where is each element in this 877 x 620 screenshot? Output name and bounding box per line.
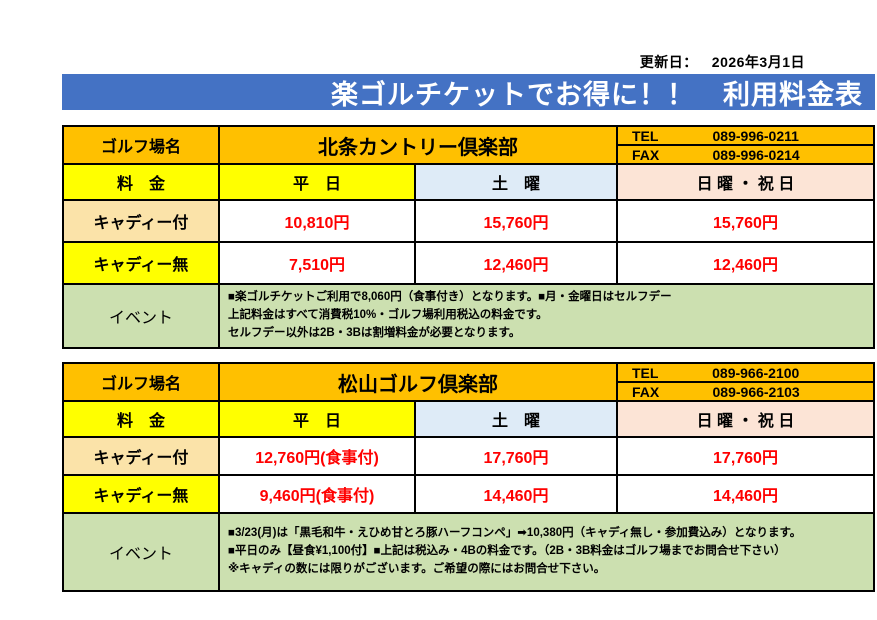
price-table-hojo: ゴルフ場名 北条カントリー倶楽部 TEL 089-996-0211 FAX 08… — [62, 125, 875, 349]
tel-number: 089-996-0211 — [712, 127, 799, 144]
price-saturday-caddy: 17,760円 — [416, 438, 616, 474]
price-weekday-nocaddy: 7,510円 — [220, 243, 414, 283]
fax-number: 089-966-2103 — [712, 383, 800, 400]
update-date-value: 2026年3月1日 — [711, 54, 805, 70]
price-sunday-caddy: 15,760円 — [618, 201, 873, 241]
fee-header: 料 金 — [64, 165, 218, 199]
saturday-header: 土 曜 — [416, 165, 616, 199]
fax-row: FAX 089-996-0214 — [618, 146, 873, 163]
fee-header: 料 金 — [64, 402, 218, 436]
tel-row: TEL 089-966-2100 — [618, 364, 873, 381]
saturday-header: 土 曜 — [416, 402, 616, 436]
event-note-line: ■楽ゴルチケットご利用で8,060円（食事付き）となります。■月・金曜日はセルフ… — [228, 291, 672, 304]
fax-row: FAX 089-966-2103 — [618, 383, 873, 400]
price-weekday-caddy: 10,810円 — [220, 201, 414, 241]
event-notes: ■3/23(月)は「黒毛和牛・えひめ甘とろ豚ハーフコンペ」➡10,380円（キャ… — [220, 514, 873, 590]
event-note-line: セルフデー以外は2B・3Bは割増料金が必要となります。 — [228, 326, 521, 339]
course-name: 松山ゴルフ倶楽部 — [220, 364, 616, 400]
course-name-label: ゴルフ場名 — [64, 127, 218, 163]
price-sunday-caddy: 17,760円 — [618, 438, 873, 474]
price-weekday-caddy: 12,760円(食事付) — [220, 438, 414, 474]
event-note-line: ■3/23(月)は「黒毛和牛・えひめ甘とろ豚ハーフコンペ」➡10,380円（キャ… — [228, 527, 802, 540]
tel-label: TEL — [632, 364, 659, 381]
price-sunday-nocaddy: 12,460円 — [618, 243, 873, 283]
fax-label: FAX — [632, 383, 660, 400]
tel-label: TEL — [632, 127, 659, 144]
sunday-holiday-header: 日 曜 ・ 祝 日 — [618, 165, 873, 199]
tel-row: TEL 089-996-0211 — [618, 127, 873, 144]
event-note-line: ※キャディの数には限りがございます。ご希望の際にはお問合せ下さい。 — [228, 562, 606, 575]
price-saturday-caddy: 15,760円 — [416, 201, 616, 241]
sunday-holiday-header: 日 曜 ・ 祝 日 — [618, 402, 873, 436]
fax-label: FAX — [632, 146, 660, 163]
no-caddy-row-label: キャディー無 — [64, 243, 218, 283]
event-notes: ■楽ゴルチケットご利用で8,060円（食事付き）となります。■月・金曜日はセルフ… — [220, 285, 873, 347]
event-label: イベント — [64, 514, 218, 590]
price-table-matsuyama: ゴルフ場名 松山ゴルフ倶楽部 TEL 089-966-2100 FAX 089-… — [62, 362, 875, 592]
update-date-label: 更新日： — [639, 54, 698, 70]
caddy-row-label: キャディー付 — [64, 438, 218, 474]
fax-number: 089-996-0214 — [712, 146, 800, 163]
page-title-banner: 楽ゴルチケットでお得に！！ 利用料金表 — [62, 74, 875, 110]
event-note-line: 上記料金はすべて消費税10%・ゴルフ場利用税込の料金です。 — [228, 309, 548, 322]
weekday-header: 平 日 — [220, 402, 414, 436]
course-name-label: ゴルフ場名 — [64, 364, 218, 400]
price-saturday-nocaddy: 12,460円 — [416, 243, 616, 283]
price-sunday-nocaddy: 14,460円 — [618, 476, 873, 512]
price-weekday-nocaddy: 9,460円(食事付) — [220, 476, 414, 512]
price-saturday-nocaddy: 14,460円 — [416, 476, 616, 512]
weekday-header: 平 日 — [220, 165, 414, 199]
caddy-row-label: キャディー付 — [64, 201, 218, 241]
event-label: イベント — [64, 285, 218, 347]
no-caddy-row-label: キャディー無 — [64, 476, 218, 512]
course-name: 北条カントリー倶楽部 — [220, 127, 616, 163]
event-note-line: ■平日のみ【昼食¥1,100付】■上記は税込み・4Bの料金です。（2B・3B料金… — [228, 545, 786, 558]
page-title: 楽ゴルチケットでお得に！！ 利用料金表 — [331, 79, 863, 110]
tel-number: 089-966-2100 — [712, 364, 800, 381]
update-date-row: 更新日： 2026年3月1日 — [640, 52, 805, 72]
